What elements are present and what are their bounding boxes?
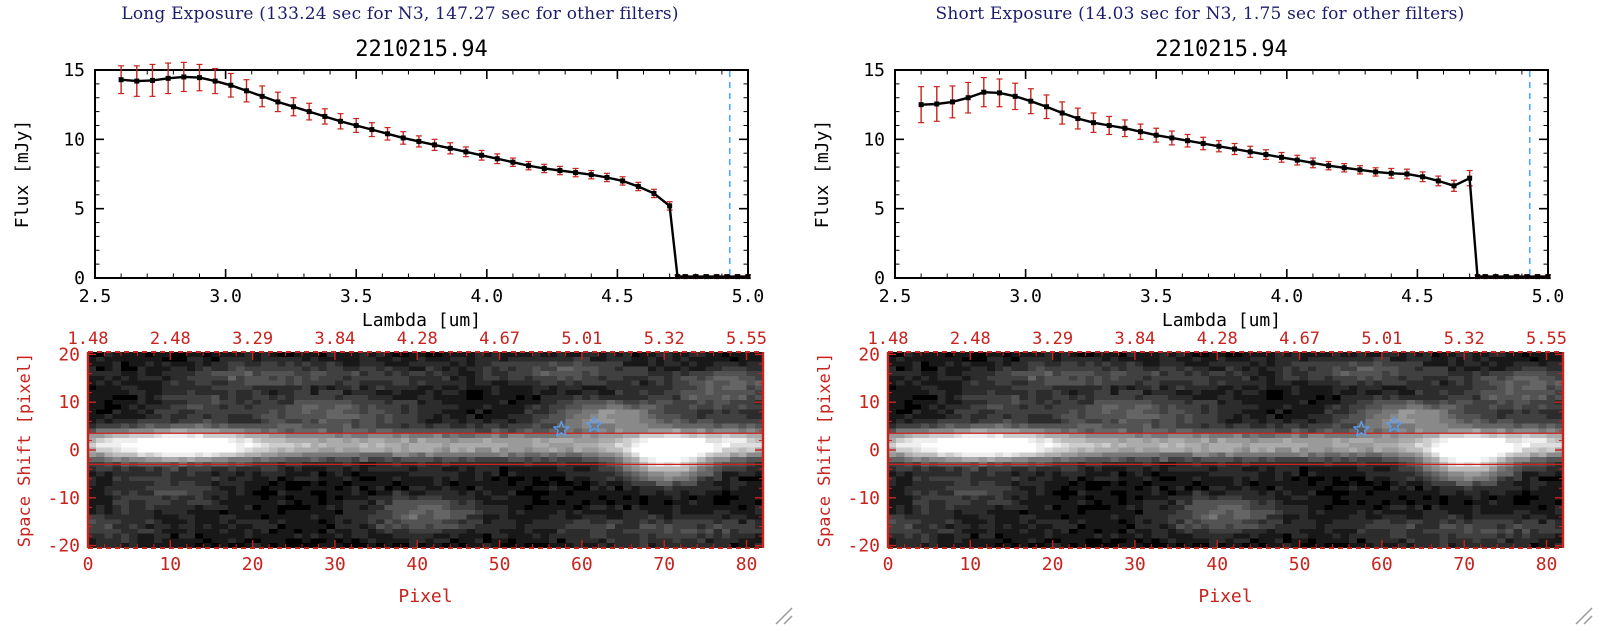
svg-text:5.0: 5.0 — [732, 286, 765, 307]
svg-text:5.01: 5.01 — [561, 330, 602, 349]
svg-text:4.28: 4.28 — [397, 330, 438, 349]
svg-text:4.5: 4.5 — [1401, 286, 1434, 307]
svg-text:2.48: 2.48 — [150, 330, 191, 349]
svg-text:40: 40 — [1206, 554, 1228, 575]
svg-text:-10: -10 — [847, 488, 880, 509]
svg-text:60: 60 — [571, 554, 593, 575]
y-axis-label: Flux [mJy] — [812, 120, 833, 228]
svg-text:15: 15 — [63, 60, 85, 81]
spectral-image-short: 1.48 2.48 3.29 3.84 4.28 4.67 5.01 5.32 5.55 0 10 2… — [800, 330, 1600, 630]
spectral-image-canvas — [888, 352, 1563, 548]
svg-text:3.29: 3.29 — [1032, 330, 1073, 349]
svg-text:4.5: 4.5 — [601, 286, 634, 307]
svg-text:10: 10 — [58, 392, 80, 413]
svg-text:-10: -10 — [47, 488, 80, 509]
plot-title: 2210215.94 — [1155, 37, 1287, 62]
x-axis-label: Lambda [um] — [362, 310, 481, 330]
svg-text:5: 5 — [874, 199, 885, 220]
svg-text:3.84: 3.84 — [1114, 330, 1155, 349]
svg-text:3.84: 3.84 — [314, 330, 355, 349]
spectral-image-canvas — [88, 352, 763, 548]
spectral-image-long: 1.48 2.48 3.29 3.84 4.28 4.67 5.01 5.32 5.55 0 10 2… — [0, 330, 800, 630]
svg-text:50: 50 — [489, 554, 511, 575]
svg-text:0: 0 — [74, 268, 85, 289]
svg-text:4.0: 4.0 — [471, 286, 504, 307]
svg-text:4.67: 4.67 — [479, 330, 520, 349]
svg-text:0: 0 — [69, 440, 80, 461]
svg-text:4.28: 4.28 — [1197, 330, 1238, 349]
svg-text:5.01: 5.01 — [1361, 330, 1402, 349]
svg-text:20: 20 — [58, 344, 80, 365]
svg-text:4.0: 4.0 — [1271, 286, 1304, 307]
svg-text:50: 50 — [1289, 554, 1311, 575]
svg-text:0: 0 — [869, 440, 880, 461]
svg-text:3.29: 3.29 — [232, 330, 273, 349]
svg-text:3.5: 3.5 — [1140, 286, 1173, 307]
svg-text:3.0: 3.0 — [1009, 286, 1042, 307]
svg-text:10: 10 — [858, 392, 880, 413]
svg-text:2.5: 2.5 — [79, 286, 112, 307]
pixel-axis-label: Pixel — [1198, 586, 1252, 607]
plot-title: 2210215.94 — [355, 37, 487, 62]
svg-text:40: 40 — [406, 554, 428, 575]
svg-text:2.48: 2.48 — [950, 330, 991, 349]
svg-text:5.32: 5.32 — [1444, 330, 1485, 349]
svg-text:10: 10 — [159, 554, 181, 575]
space-shift-axis-label: Space Shift [pixel] — [815, 353, 835, 547]
svg-text:30: 30 — [1124, 554, 1146, 575]
spectrum-plot-short: 2210215.94 2.5 3.0 3.5 4.0 4.5 5.0 0 5 10 15 Lambda… — [812, 37, 1565, 330]
resize-grip[interactable] — [770, 602, 794, 626]
svg-text:1.48: 1.48 — [68, 330, 109, 349]
svg-text:-20: -20 — [847, 536, 880, 557]
svg-text:80: 80 — [736, 554, 758, 575]
pixel-axis-label: Pixel — [398, 586, 452, 607]
svg-text:-20: -20 — [47, 536, 80, 557]
svg-text:20: 20 — [242, 554, 264, 575]
svg-text:3.0: 3.0 — [209, 286, 242, 307]
svg-text:5.55: 5.55 — [1526, 330, 1567, 349]
svg-text:5: 5 — [74, 199, 85, 220]
svg-text:4.67: 4.67 — [1279, 330, 1320, 349]
resize-grip[interactable] — [1570, 602, 1594, 626]
svg-text:80: 80 — [1536, 554, 1558, 575]
space-shift-axis-label: Space Shift [pixel] — [15, 353, 35, 547]
svg-text:5.55: 5.55 — [726, 330, 767, 349]
resize-grip-icon — [775, 607, 793, 625]
svg-text:15: 15 — [863, 60, 885, 81]
svg-text:0: 0 — [874, 268, 885, 289]
resize-grip-icon — [1575, 607, 1593, 625]
svg-text:30: 30 — [324, 554, 346, 575]
svg-text:10: 10 — [63, 129, 85, 150]
y-axis-label: Flux [mJy] — [12, 120, 33, 228]
panel-long-exposure: Long Exposure (133.24 sec for N3, 147.27… — [0, 0, 800, 630]
svg-text:20: 20 — [1042, 554, 1064, 575]
svg-text:3.5: 3.5 — [340, 286, 373, 307]
panel-header-long: Long Exposure (133.24 sec for N3, 147.27… — [121, 4, 679, 24]
svg-text:10: 10 — [863, 129, 885, 150]
svg-text:20: 20 — [858, 344, 880, 365]
svg-text:70: 70 — [653, 554, 675, 575]
svg-text:70: 70 — [1453, 554, 1475, 575]
svg-text:10: 10 — [959, 554, 981, 575]
svg-text:5.0: 5.0 — [1532, 286, 1565, 307]
svg-text:0: 0 — [883, 554, 894, 575]
x-axis-label: Lambda [um] — [1162, 310, 1281, 330]
svg-text:60: 60 — [1371, 554, 1393, 575]
svg-text:0: 0 — [83, 554, 94, 575]
svg-text:5.32: 5.32 — [644, 330, 685, 349]
panel-short-exposure: Short Exposure (14.03 sec for N3, 1.75 s… — [800, 0, 1600, 630]
panel-header-short: Short Exposure (14.03 sec for N3, 1.75 s… — [935, 4, 1465, 24]
svg-text:1.48: 1.48 — [868, 330, 909, 349]
spectrum-plot-long: 2210215.94 2.5 3.0 3.5 4.0 4.5 5.0 0 5 10 15 Lambda… — [12, 37, 765, 330]
svg-text:2.5: 2.5 — [879, 286, 912, 307]
